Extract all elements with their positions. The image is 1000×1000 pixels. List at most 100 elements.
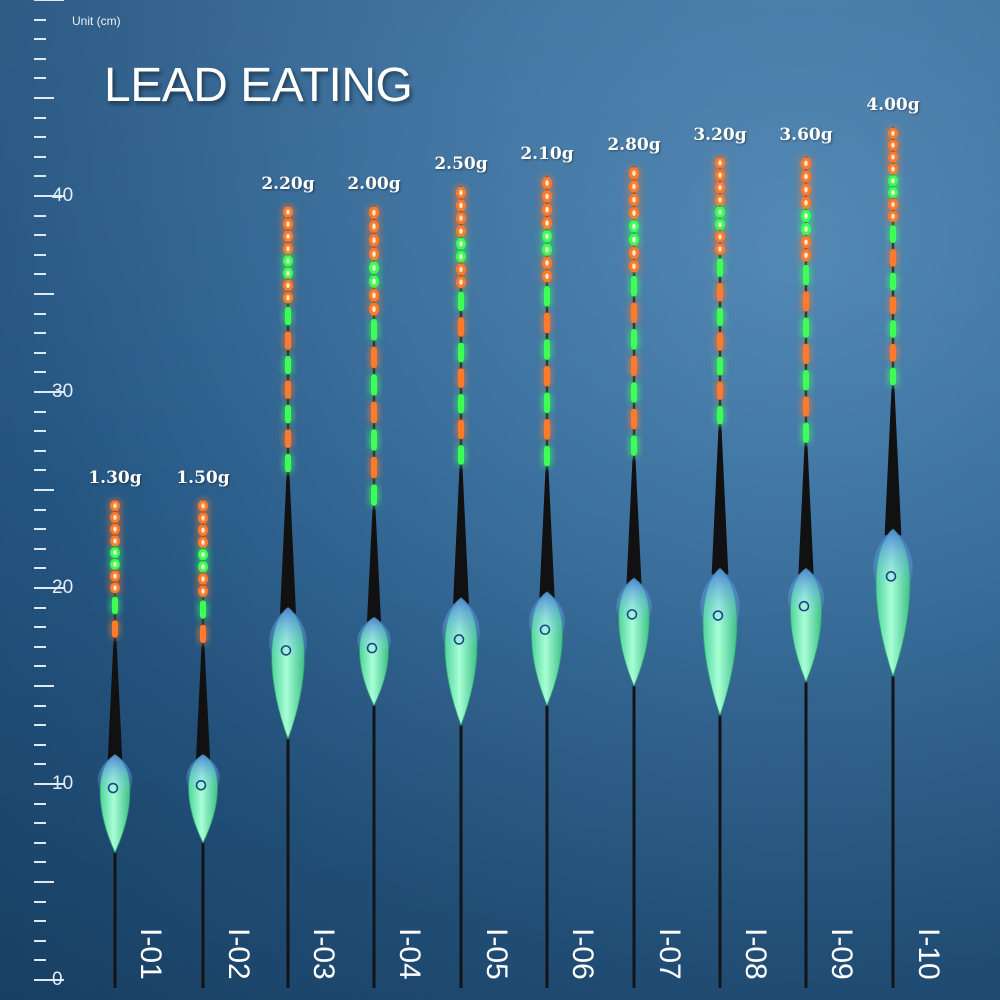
float-weight-label: 3.60g (779, 124, 833, 145)
float-bead-highlight (632, 210, 636, 217)
float-bead-highlight (718, 246, 722, 252)
ruler-tick (34, 920, 46, 923)
float-bead-highlight (201, 539, 205, 546)
float-segment (803, 264, 809, 286)
ruler-tick (34, 136, 46, 139)
float-bead-highlight (891, 154, 895, 160)
float-cap (442, 597, 480, 649)
float-code-label: I-08 (739, 928, 772, 980)
ruler-tick (34, 253, 46, 256)
float-bead-highlight (459, 202, 463, 209)
float-bead-highlight (632, 236, 636, 243)
ruler-tick (34, 469, 46, 472)
float-segment (890, 225, 896, 244)
float-segment (544, 392, 550, 414)
float-bead-highlight (201, 503, 205, 509)
float-code-label: I-09 (825, 928, 858, 980)
ruler-tick (34, 763, 46, 766)
float-bead-highlight (891, 178, 895, 184)
float-bead-highlight (459, 215, 463, 222)
float-bead-highlight (632, 223, 636, 230)
float-i-03 (269, 205, 307, 988)
float-bead-highlight (891, 201, 895, 208)
float-segment (890, 249, 896, 267)
float-segment (371, 319, 377, 341)
float-bead-highlight (286, 258, 290, 264)
logo-icon (280, 645, 292, 656)
float-bead-highlight (545, 260, 549, 266)
ruler-tick (34, 861, 46, 864)
float-segment (717, 332, 723, 351)
float-segment (890, 296, 896, 315)
ruler-tick (34, 704, 46, 707)
logo-icon (798, 600, 810, 612)
float-bead-highlight (545, 180, 549, 186)
ruler-tick (34, 18, 46, 21)
float-segment (544, 312, 550, 334)
float-segment (890, 272, 896, 291)
float-weight-label: 2.80g (607, 134, 661, 155)
float-code-label: I-04 (393, 928, 426, 980)
float-bead-highlight (372, 250, 376, 258)
float-neck (453, 467, 469, 604)
float-bead-highlight (201, 527, 205, 533)
ruler-tick (34, 665, 46, 668)
float-bead-highlight (718, 221, 722, 228)
float-code-label: I-03 (307, 928, 340, 980)
ruler-tick (34, 351, 46, 354)
float-segment (458, 445, 464, 465)
float-weight-label: 2.10g (520, 144, 574, 165)
float-neck (798, 445, 814, 575)
float-segment (112, 596, 118, 615)
float-bead-highlight (545, 273, 549, 280)
float-bead-highlight (632, 183, 636, 190)
float-code-label: I-06 (566, 928, 599, 980)
float-cap (700, 568, 740, 628)
unit-label: Unit (cm) (72, 14, 121, 28)
float-weight-label: 4.00g (866, 95, 920, 116)
float-weight-label: 2.00g (347, 173, 401, 194)
float-bead-highlight (372, 306, 376, 313)
float-segment (890, 367, 896, 386)
float-bead-highlight (113, 526, 117, 532)
ruler-tick (34, 567, 46, 570)
logo-icon (107, 782, 119, 794)
float-segment (285, 429, 291, 448)
float-bead-highlight (113, 514, 117, 520)
float-bead-highlight (632, 250, 636, 256)
float-bead-highlight (113, 585, 117, 591)
float-antenna (113, 499, 117, 641)
float-i-10 (873, 127, 913, 988)
ruler-tick (34, 881, 54, 883)
float-segment (371, 456, 377, 479)
float-bead-highlight (459, 279, 463, 285)
float-segment (631, 355, 637, 377)
ruler-tick (34, 449, 46, 452)
float-segment (717, 381, 723, 400)
ruler-tick (34, 57, 46, 60)
logo-icon (366, 642, 378, 654)
float-neck (711, 427, 729, 575)
float-bead-highlight (804, 213, 808, 219)
float-cap (787, 568, 825, 614)
float-bead-highlight (804, 160, 808, 167)
float-segment (631, 302, 637, 324)
logo-icon (626, 609, 638, 620)
float-cap (528, 591, 566, 638)
ruler-tick (34, 685, 54, 687)
float-segment (200, 600, 206, 619)
float-i-02 (186, 499, 220, 988)
ruler-tick (34, 371, 46, 374)
float-bead-highlight (286, 221, 290, 227)
ruler-tick (34, 900, 46, 903)
ruler-tick (34, 645, 46, 648)
float-segment (717, 356, 723, 376)
float-bead-highlight (632, 170, 636, 177)
float-bead-highlight (891, 130, 895, 136)
float-segment (890, 320, 896, 338)
float-weight-label: 3.20g (693, 124, 747, 145)
float-i-01 (97, 499, 133, 988)
ruler-tick (34, 783, 64, 785)
float-bead-highlight (718, 160, 722, 166)
ruler-label: 40 (52, 185, 74, 206)
